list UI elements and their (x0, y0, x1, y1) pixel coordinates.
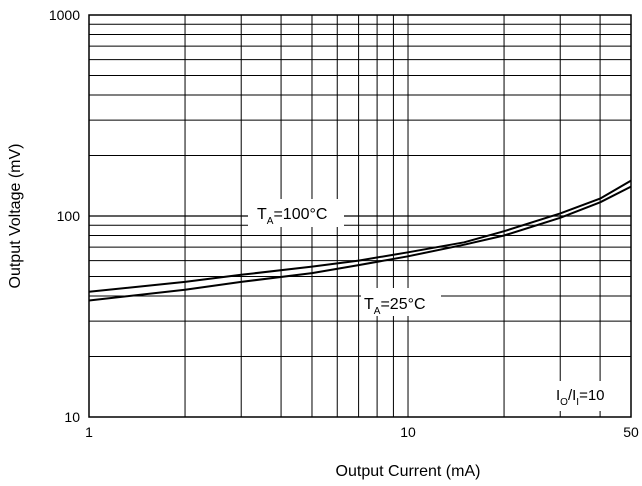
annotation-ratio-s1: O (560, 397, 568, 408)
svg-text:TA=25°C: TA=25°C (364, 296, 426, 317)
annotation-ta-100: TA=100°C (248, 199, 344, 227)
grid (89, 15, 631, 417)
annotation-ta-25-sub: A (374, 306, 381, 317)
y-tick-label: 100 (57, 208, 81, 224)
series-layer (88, 179, 632, 302)
x-tick-label: 50 (623, 424, 639, 440)
tick-labels: 1 10 50 10 100 1000 (49, 7, 639, 440)
y-tick-label: 10 (64, 409, 80, 425)
annotation-ratio-p3: =10 (579, 387, 604, 404)
series-line-1 (88, 179, 632, 293)
annotation-current-ratio-bg (550, 381, 628, 411)
annotation-ta-25-rest: =25°C (380, 296, 425, 313)
annotation-current-ratio: IO/II=10 (550, 381, 628, 411)
annotation-ta-100-bg (248, 199, 344, 227)
annotation-ratio-p1: I (556, 387, 560, 404)
annotation-ta-100-sub: A (267, 216, 274, 227)
plot-frame (88, 14, 632, 418)
y-axis-label: Output Voltage (mV) (7, 144, 24, 289)
annotation-ta-25-bg (361, 288, 441, 316)
svg-text:IO/II=10: IO/II=10 (556, 387, 605, 408)
annotation-ta-100-main: T (257, 206, 267, 223)
x-tick-label: 10 (400, 424, 416, 440)
annotation-ratio-s2: I (576, 397, 579, 408)
svg-text:TA=100°C: TA=100°C (257, 206, 327, 227)
series-line-2 (88, 185, 632, 302)
annotation-ta-100-rest: =100°C (273, 206, 327, 223)
y-tick-label: 1000 (49, 7, 80, 23)
annotation-ratio-p2: /I (568, 387, 576, 404)
x-axis-label: Output Current (mA) (336, 463, 481, 480)
annotation-ta-25-main: T (364, 296, 374, 313)
x-tick-label: 1 (85, 424, 93, 440)
annotation-ta-25: TA=25°C (361, 288, 441, 317)
